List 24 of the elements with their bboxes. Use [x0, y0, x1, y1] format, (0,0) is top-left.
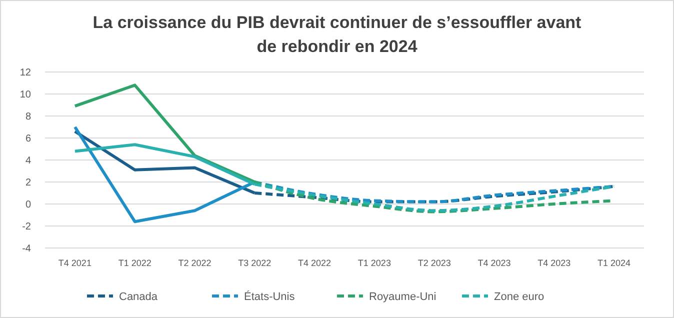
legend-label: Royaume-Uni [369, 290, 436, 303]
y-tick-label: -4 [22, 244, 32, 254]
y-tick-label: 2 [25, 178, 32, 188]
y-tick-label: 4 [25, 156, 32, 166]
x-tick-label: T4 2021 [58, 258, 92, 268]
legend-label: Canada [119, 290, 158, 303]
x-tick-label: T4 2022 [298, 258, 332, 268]
x-tick-label: T4 2023 [478, 258, 511, 268]
y-tick-label: 0 [25, 200, 32, 210]
legend-label: Zone euro [494, 290, 544, 303]
y-tick-label: 6 [25, 134, 32, 144]
y-tick-label: -2 [22, 222, 32, 232]
x-tick-label: T1 2024 [598, 258, 631, 268]
x-tick-label: T2 2022 [178, 258, 212, 268]
x-tick-label: T1 2022 [118, 258, 152, 268]
y-tick-label: 12 [20, 68, 32, 78]
chart-title: La croissance du PIB devrait continuer de s’essouffler avant de rebondir en 2024 [92, 13, 582, 56]
x-tick-label: T1 2023 [358, 258, 391, 268]
y-tick-label: 10 [20, 90, 32, 100]
legend-label: États-Unis [244, 290, 296, 303]
x-tick-label: T4 2023 [538, 258, 571, 268]
x-tick-label: T3 2022 [238, 258, 272, 268]
x-tick-label: T2 2023 [418, 258, 451, 268]
y-tick-label: 8 [25, 112, 32, 122]
